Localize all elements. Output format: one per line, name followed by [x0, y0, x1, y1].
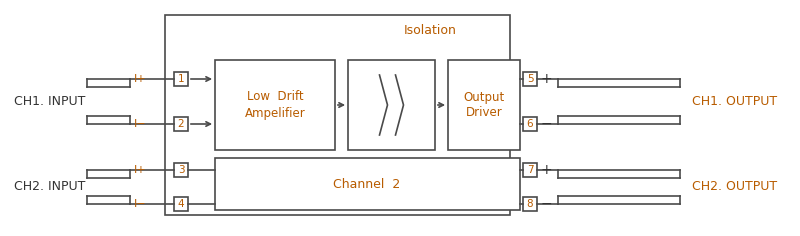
Text: +: + — [541, 72, 553, 86]
Text: Isolation: Isolation — [403, 24, 457, 37]
Text: 5: 5 — [526, 74, 534, 84]
Text: CH1. OUTPUT: CH1. OUTPUT — [693, 95, 778, 108]
Text: −: − — [541, 117, 553, 131]
Bar — [523, 197, 537, 211]
Text: Output: Output — [463, 90, 505, 104]
Bar — [523, 117, 537, 131]
Text: CH2. INPUT: CH2. INPUT — [14, 181, 86, 194]
Bar — [215, 60, 335, 150]
Text: Low  Drift: Low Drift — [246, 90, 303, 104]
Text: I+: I+ — [134, 165, 146, 175]
Text: I−: I− — [134, 119, 146, 129]
Text: 1: 1 — [178, 74, 184, 84]
Text: +: + — [541, 163, 553, 177]
Bar — [523, 163, 537, 177]
Bar — [348, 60, 435, 150]
Text: I−: I− — [134, 199, 146, 209]
Bar — [448, 60, 520, 150]
Text: Channel  2: Channel 2 — [334, 177, 401, 190]
Text: I+: I+ — [134, 74, 146, 84]
Text: 2: 2 — [178, 119, 184, 129]
Bar — [174, 72, 188, 86]
Bar — [174, 197, 188, 211]
Text: −: − — [541, 197, 553, 211]
Text: CH2. OUTPUT: CH2. OUTPUT — [693, 181, 778, 194]
Text: CH1. INPUT: CH1. INPUT — [14, 95, 86, 108]
Bar — [174, 117, 188, 131]
Bar — [215, 158, 520, 210]
Text: Ampelifier: Ampelifier — [245, 106, 306, 119]
Text: 7: 7 — [526, 165, 534, 175]
Text: Driver: Driver — [466, 106, 502, 119]
Bar — [165, 15, 510, 215]
Text: 6: 6 — [526, 119, 534, 129]
Bar — [523, 72, 537, 86]
Text: 4: 4 — [178, 199, 184, 209]
Text: 3: 3 — [178, 165, 184, 175]
Bar — [174, 163, 188, 177]
Text: 8: 8 — [526, 199, 534, 209]
